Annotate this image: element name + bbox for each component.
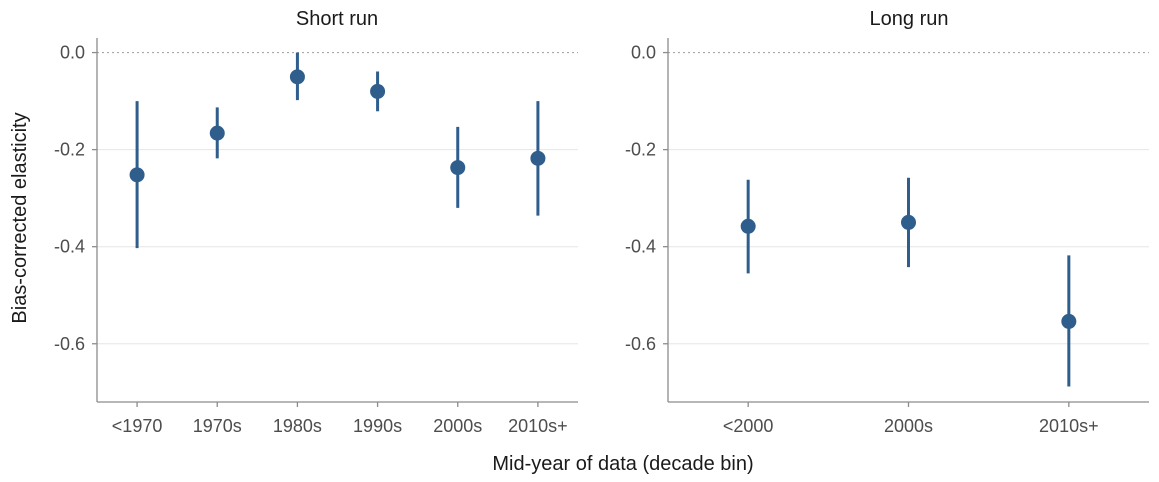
data-point [129,167,145,183]
data-point [901,214,916,230]
data-point [370,83,386,99]
y-axis-title: Bias-corrected elasticity [9,112,31,323]
y-tick-label: -0.6 [625,334,656,354]
x-tick-label: <1970 [112,416,163,436]
panel-title: Long run [870,8,949,30]
y-tick-label: -0.6 [54,334,85,354]
panel-short-run: Short run 0.0 -0.2 -0.4 -0.6 <1970 1970s 1980s 1… [54,8,578,436]
data-point [740,218,756,234]
data-point [530,150,546,166]
panel-long-run: Long run 0.0 -0.2 -0.4 -0.6 <2000 2000s 2010s+ [625,8,1149,436]
data-point [450,160,466,176]
data-point [209,125,225,141]
y-tick-label: -0.2 [54,140,85,160]
panel-title: Short run [296,8,378,30]
x-tick-label: 1980s [273,416,322,436]
y-tick-label: -0.4 [625,237,656,257]
x-tick-label: 2000s [433,416,482,436]
data-point [1061,313,1077,329]
y-tick-label: -0.4 [54,237,85,257]
x-tick-label: <2000 [723,416,774,436]
y-tick-label: 0.0 [60,43,85,63]
x-axis-title: Mid-year of data (decade bin) [492,453,753,475]
y-tick-label: 0.0 [631,43,656,63]
x-tick-label: 1990s [353,416,402,436]
y-tick-label: -0.2 [625,140,656,160]
x-tick-label: 2010s+ [508,416,568,436]
data-point [289,69,305,85]
x-tick-label: 2010s+ [1039,416,1099,436]
x-tick-label: 2000s [884,416,933,436]
x-tick-label: 1970s [193,416,242,436]
